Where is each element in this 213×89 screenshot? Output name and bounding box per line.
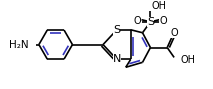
Text: S: S: [113, 25, 120, 35]
Text: OH: OH: [151, 1, 166, 11]
Text: H₂N: H₂N: [9, 40, 29, 50]
Text: O: O: [134, 16, 141, 26]
Text: N: N: [113, 54, 121, 64]
Text: S: S: [147, 17, 154, 27]
Text: O: O: [160, 16, 167, 26]
Text: O: O: [170, 28, 178, 38]
Text: OH: OH: [180, 55, 195, 65]
